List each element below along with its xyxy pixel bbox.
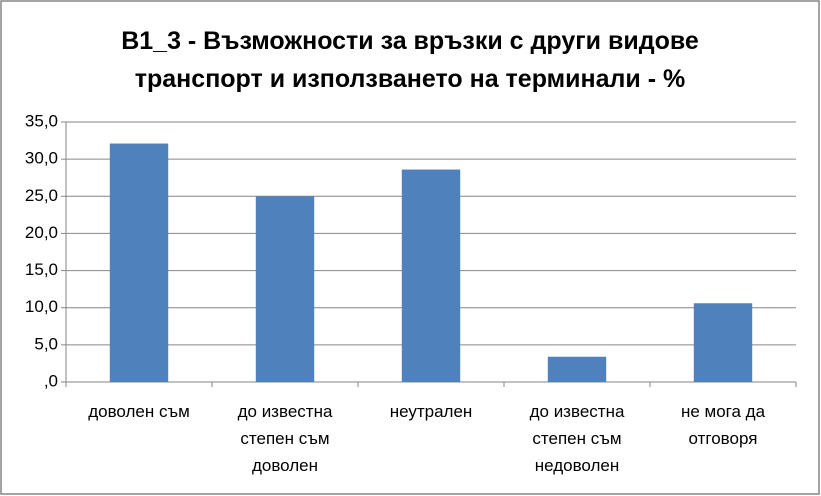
x-tick-label: не мога да отговоря (680, 402, 766, 448)
x-tick-label: доволен съм (88, 402, 190, 421)
y-tick-label: ,0 (44, 371, 58, 390)
y-tick-label: 5,0 (34, 334, 58, 353)
bar (255, 196, 315, 382)
y-tick-label: 20,0 (25, 223, 58, 242)
chart-title: B1_3 - Възможности за връзки с други вид… (121, 27, 699, 93)
y-tick-label: 25,0 (25, 186, 58, 205)
x-tick-label: до известна степен съм недоволен (529, 402, 625, 475)
y-tick-label: 35,0 (25, 111, 58, 130)
bar (547, 356, 607, 382)
y-tick-label: 15,0 (25, 260, 58, 279)
bar (693, 303, 753, 382)
bar (109, 143, 169, 382)
x-tick-label: неутрален (389, 402, 473, 421)
bar (401, 169, 461, 382)
y-tick-label: 10,0 (25, 297, 58, 316)
y-tick-label: 30,0 (25, 149, 58, 168)
x-tick-label: до известна степен съм доволен (237, 402, 333, 475)
